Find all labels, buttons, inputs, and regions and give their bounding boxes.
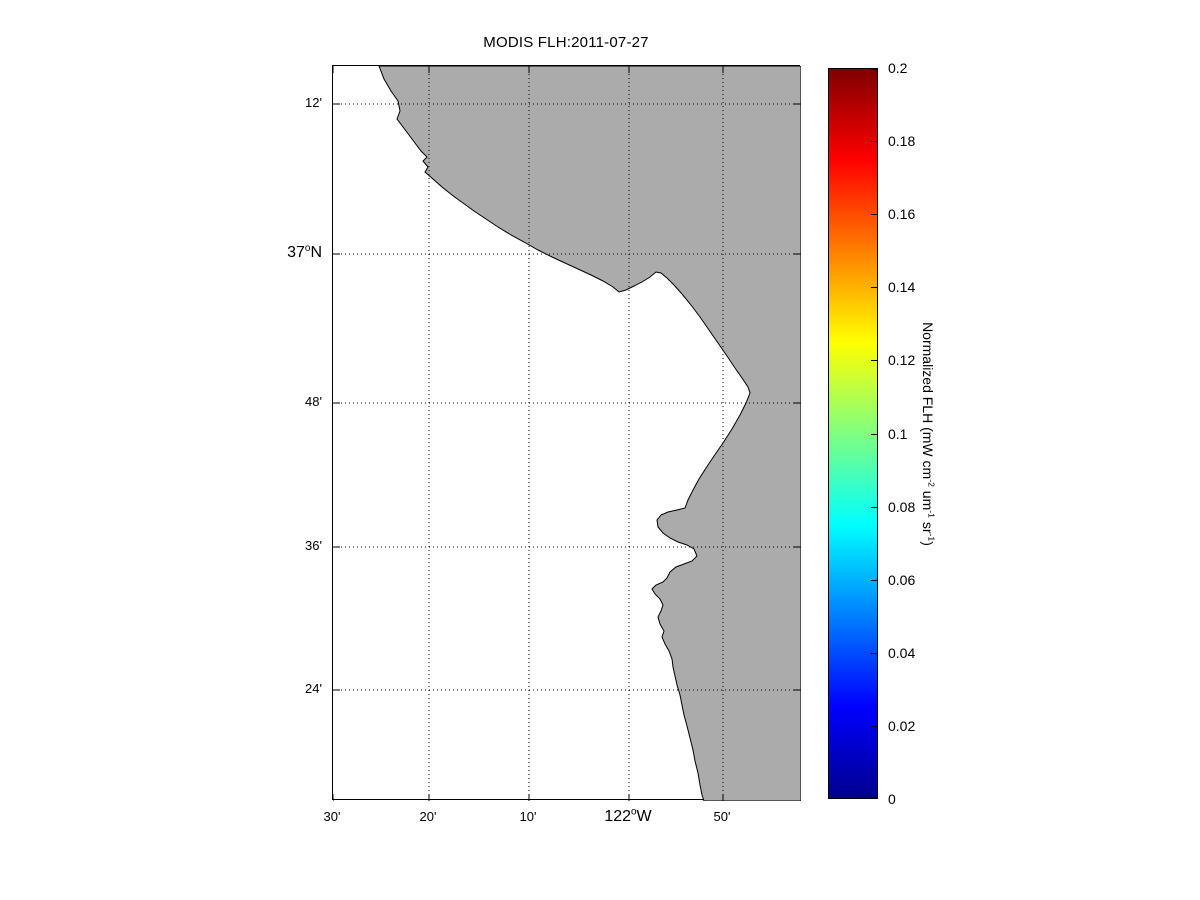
colorbar-tick-mark (871, 433, 878, 435)
colorbar-tick-mark (871, 652, 878, 654)
colorbar-tick-mark (871, 287, 878, 289)
colorbar-tick-label: 0 (888, 791, 896, 807)
colorbar-tick-label: 0.18 (888, 133, 916, 150)
x-tick-label: 50' (713, 809, 731, 824)
y-tick-label: 24' (305, 680, 322, 696)
land-polygon (378, 66, 801, 801)
x-tick-label: 20' (419, 809, 437, 824)
y-tick-label: 48' (305, 393, 322, 409)
y-tick-label: 12' (305, 94, 322, 110)
colorbar-tick-label: 0.14 (888, 279, 916, 296)
colorbar-tick-mark (871, 141, 878, 143)
x-tick-label: 10' (519, 809, 537, 824)
colorbar-tick-label: 0.08 (888, 498, 916, 515)
colorbar-tick-mark (871, 579, 878, 581)
colorbar-tick-mark (871, 360, 878, 362)
colorbar-tick-mark (871, 214, 878, 216)
colorbar-tick-label: 0.06 (888, 571, 916, 588)
colorbar-tick-label: 0.04 (888, 644, 916, 661)
colorbar-tick-label: 0.12 (888, 352, 916, 369)
colorbar-tick-label: 0.02 (888, 717, 916, 734)
map-plot-area (332, 65, 801, 801)
x-tick-label-degree: 122oW (604, 806, 652, 825)
colorbar-tick-label: 0.2 (888, 60, 908, 76)
colorbar-tick-mark (871, 725, 878, 727)
colorbar-tick-label: 0.16 (888, 206, 916, 223)
x-tick-label: 30' (323, 809, 341, 824)
colorbar-tick-mark (871, 506, 878, 508)
colorbar-tick-mark (871, 797, 878, 798)
colorbar-axis-label: Normalized FLH (mW cm-2 um-1 sr-1) (920, 322, 937, 546)
colorbar-tick-mark (871, 69, 878, 70)
coastline-map-svg (333, 66, 801, 801)
y-tick-label: 36' (305, 537, 322, 553)
plot-title: MODIS FLH:2011-07-27 (483, 34, 649, 51)
y-tick-label-degree: 37oN (287, 242, 322, 262)
colorbar-tick-label: 0.1 (888, 425, 908, 442)
